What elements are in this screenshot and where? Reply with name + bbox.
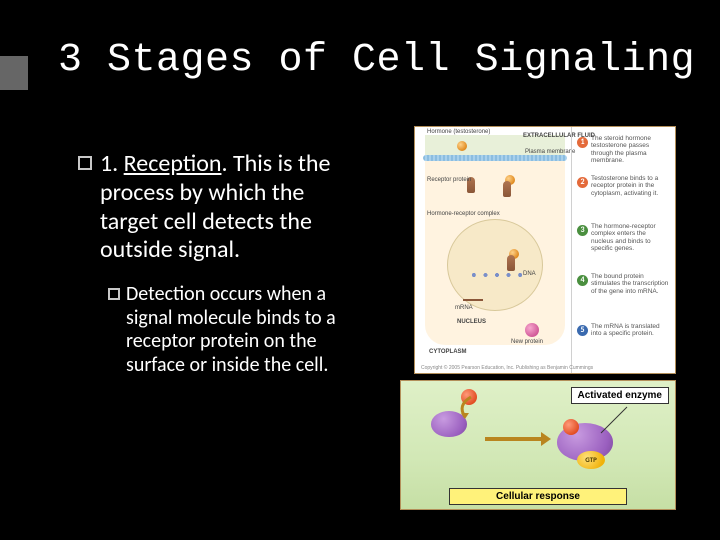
- figure-copyright: Copyright © 2005 Pearson Education, Inc.…: [421, 365, 593, 371]
- bullet-number: 1.: [100, 149, 118, 178]
- gtp-molecule: GTP: [577, 451, 605, 469]
- content-block: 1. Reception. This is the process by whi…: [78, 150, 368, 378]
- plasma-membrane: [423, 155, 567, 161]
- bullet-term: Reception: [124, 149, 222, 178]
- main-bullet-row: 1. Reception. This is the process by whi…: [78, 150, 368, 265]
- figure-divider: [571, 127, 572, 373]
- figure-enzyme-activation: GTP Activated enzyme Cellular response: [400, 380, 676, 510]
- step-text-3: The hormone-receptor complex enters the …: [591, 223, 669, 253]
- dna-strand: [468, 268, 526, 282]
- bullet-icon: [78, 156, 92, 170]
- step-text-2: Testosterone binds to a receptor protein…: [591, 175, 669, 197]
- mrna: [463, 299, 483, 301]
- label-receptor: Receptor protein: [427, 177, 471, 183]
- step-text-5: The mRNA is translated into a specific p…: [591, 323, 669, 338]
- step-text-4: The bound protein stimulates the transcr…: [591, 273, 669, 295]
- figure-receptor-pathway: Hormone (testosterone) EXTRACELLULAR FLU…: [414, 126, 676, 374]
- accent-bar: [0, 56, 28, 90]
- receptor-protein: [503, 181, 511, 197]
- hormone-molecule: [457, 141, 467, 151]
- bullet-icon: [108, 288, 120, 300]
- label-pointer-line: [599, 405, 629, 435]
- label-new-protein: New protein: [511, 339, 543, 345]
- step-badge-3: 3: [577, 225, 588, 236]
- binding-arrow-icon: [455, 395, 485, 421]
- step-badge-5: 5: [577, 325, 588, 336]
- label-mrna: mRNA: [455, 305, 473, 311]
- label-nucleus: NUCLEUS: [457, 319, 486, 325]
- sub-bullet-text: Detection occurs when a signal molecule …: [126, 283, 368, 377]
- slide-title: 3 Stages of Cell Signaling: [58, 38, 695, 83]
- label-plasma-membrane: Plasma membrane: [525, 149, 575, 155]
- step-badge-4: 4: [577, 275, 588, 286]
- label-cellular-response: Cellular response: [449, 488, 627, 505]
- label-cytoplasm: CYTOPLASM: [429, 349, 467, 355]
- step-text-1: The steroid hormone testosterone passes …: [591, 135, 669, 165]
- label-hormone: Hormone (testosterone): [427, 129, 490, 135]
- activation-arrow-head: [541, 432, 551, 446]
- sub-bullet-row: Detection occurs when a signal molecule …: [108, 283, 368, 377]
- nucleus: [447, 219, 543, 311]
- new-protein: [525, 323, 539, 337]
- activation-arrow: [485, 437, 541, 441]
- step-badge-2: 2: [577, 177, 588, 188]
- label-activated-enzyme: Activated enzyme: [571, 387, 669, 404]
- label-complex: Hormone-receptor complex: [427, 211, 500, 217]
- figure-frame: Hormone (testosterone) EXTRACELLULAR FLU…: [414, 126, 676, 374]
- label-dna: DNA: [523, 271, 536, 277]
- signal-molecule: [563, 419, 579, 435]
- figure-frame: GTP Activated enzyme Cellular response: [400, 380, 676, 510]
- hormone-receptor-complex: [507, 255, 515, 271]
- step-badge-1: 1: [577, 137, 588, 148]
- main-bullet-text: 1. Reception. This is the process by whi…: [100, 150, 368, 265]
